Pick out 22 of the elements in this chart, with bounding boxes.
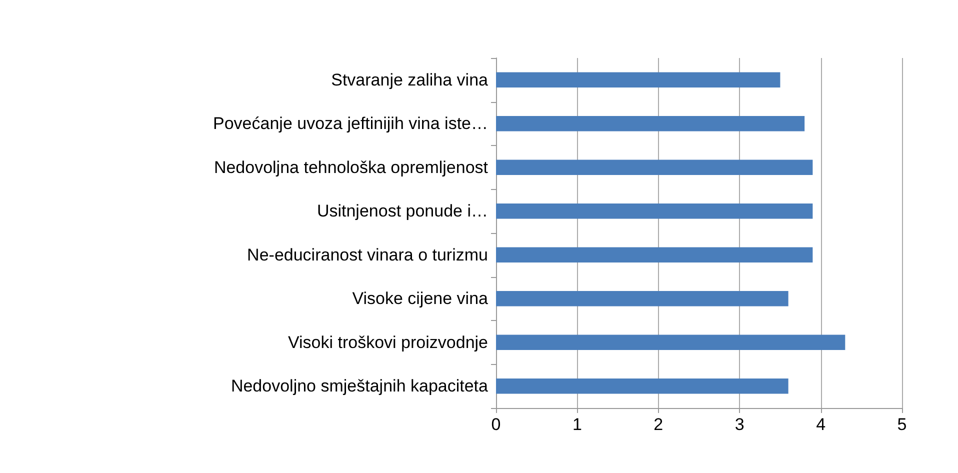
y-tick-label: Povećanje uvoza jeftinijih vina iste… <box>213 114 488 134</box>
bar <box>496 72 780 88</box>
y-tick-label: Nedovoljna tehnološka opremljenost <box>214 158 488 177</box>
y-tick-label: Visoke cijene vina <box>352 289 489 308</box>
y-tick-label: Ne-educiranost vinara o turizmu <box>247 245 488 264</box>
bar <box>496 378 788 394</box>
bar <box>496 116 805 132</box>
x-tick-label: 4 <box>816 415 826 434</box>
bar <box>496 247 813 263</box>
bar <box>496 203 813 219</box>
x-tick-label: 5 <box>897 415 907 434</box>
bar <box>496 160 813 176</box>
y-tick-label: Usitnjenost ponude i… <box>316 202 488 221</box>
y-tick-label: Visoki troškovi proizvodnje <box>288 332 488 352</box>
y-tick-label: Stvaranje zaliha vina <box>331 70 489 90</box>
x-tick-label: 3 <box>734 415 744 434</box>
bar <box>496 334 846 350</box>
x-tick-label: 1 <box>572 415 582 434</box>
x-tick-label: 0 <box>491 415 501 434</box>
y-tick-label: Nedovoljno smještajnih kapaciteta <box>230 376 489 396</box>
bar <box>496 290 788 306</box>
x-tick-label: 2 <box>654 415 664 434</box>
